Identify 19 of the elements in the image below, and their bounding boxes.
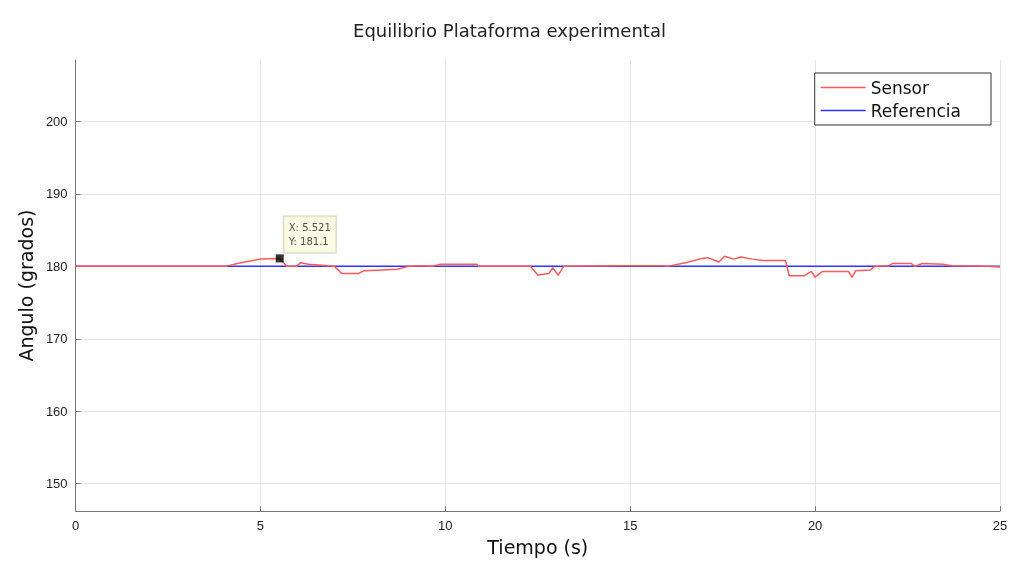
x-axis-title: Tiempo (s) — [486, 535, 589, 558]
y-tick-label: 190 — [45, 186, 68, 202]
y-tick-label: 170 — [45, 331, 68, 347]
x-tick-label: 20 — [807, 518, 823, 534]
y-tick-label: 160 — [45, 403, 68, 419]
x-tick-label: 25 — [992, 518, 1008, 534]
chart-title: Equilibrio Plataforma experimental — [353, 19, 666, 41]
x-tick-label: 15 — [623, 518, 638, 534]
y-axis-title: Angulo (grados) — [14, 209, 37, 362]
y-tick-label: 200 — [45, 114, 68, 130]
y-tick-label: 150 — [45, 476, 68, 492]
legend-label: Sensor — [870, 77, 929, 98]
x-tick-label: 5 — [256, 518, 265, 534]
x-tick-label: 0 — [71, 518, 80, 534]
legend-label: Referencia — [870, 100, 962, 121]
annotation: X: 5.521 Y: 181.1 — [287, 221, 331, 247]
x-tick-label: 10 — [438, 518, 453, 534]
line-series — [74, 254, 1001, 278]
y-tick-label: 180 — [45, 258, 68, 274]
